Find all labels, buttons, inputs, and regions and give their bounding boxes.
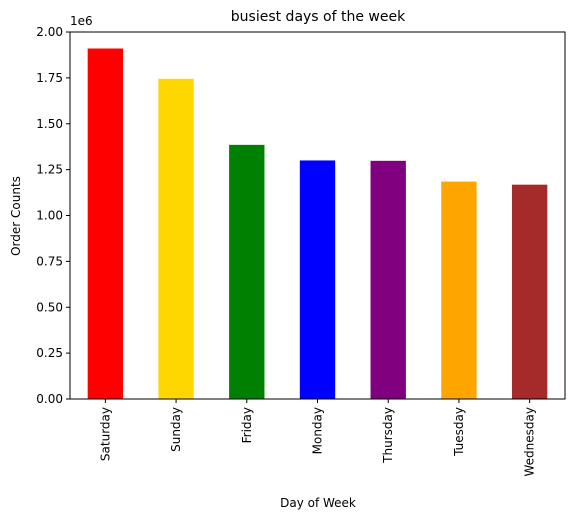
bar-monday — [299, 160, 336, 399]
y-tick-label: 0.00 — [36, 392, 63, 406]
x-tick-label-sunday: Sunday — [169, 407, 183, 452]
y-tick-label: 1.75 — [36, 71, 63, 85]
x-tick-label-wednesday: Wednesday — [523, 407, 537, 476]
y-tick-label: 0.25 — [36, 346, 63, 360]
bar-friday — [229, 144, 265, 399]
chart-title: busiest days of the week — [231, 9, 406, 25]
y-tick-label: 0.75 — [36, 254, 63, 268]
y-tick-label: 2.00 — [36, 25, 63, 39]
x-tick-label-tuesday: Tuesday — [452, 407, 466, 457]
x-tick-label-monday: Monday — [311, 407, 325, 454]
bar-wednesday — [511, 184, 548, 399]
bars-group — [87, 48, 548, 399]
bar-saturday — [87, 48, 124, 399]
y-tick-label: 1.50 — [36, 117, 63, 131]
bar-sunday — [158, 78, 194, 399]
bar-tuesday — [441, 181, 477, 399]
bar-thursday — [370, 160, 406, 399]
y-axis-ticks: 0.00 0.25 0.50 0.75 1.00 1.25 1.50 1.75 2.00 — [36, 25, 70, 406]
x-tick-label-friday: Friday — [240, 407, 254, 443]
x-axis-ticks: Saturday Sunday Friday Monday Thursday Tuesda… — [98, 399, 537, 476]
y-tick-label: 1.00 — [36, 209, 63, 223]
y-axis-label: Order Counts — [9, 176, 23, 256]
y-tick-label: 1.25 — [36, 163, 63, 177]
plot-frame — [69, 31, 566, 400]
x-axis-label: Day of Week — [280, 496, 356, 510]
y-axis-offset-label: 1e6 — [70, 14, 93, 28]
x-tick-label-thursday: Thursday — [381, 407, 395, 464]
x-tick-label-saturday: Saturday — [98, 407, 112, 461]
y-tick-label: 0.50 — [36, 300, 63, 314]
